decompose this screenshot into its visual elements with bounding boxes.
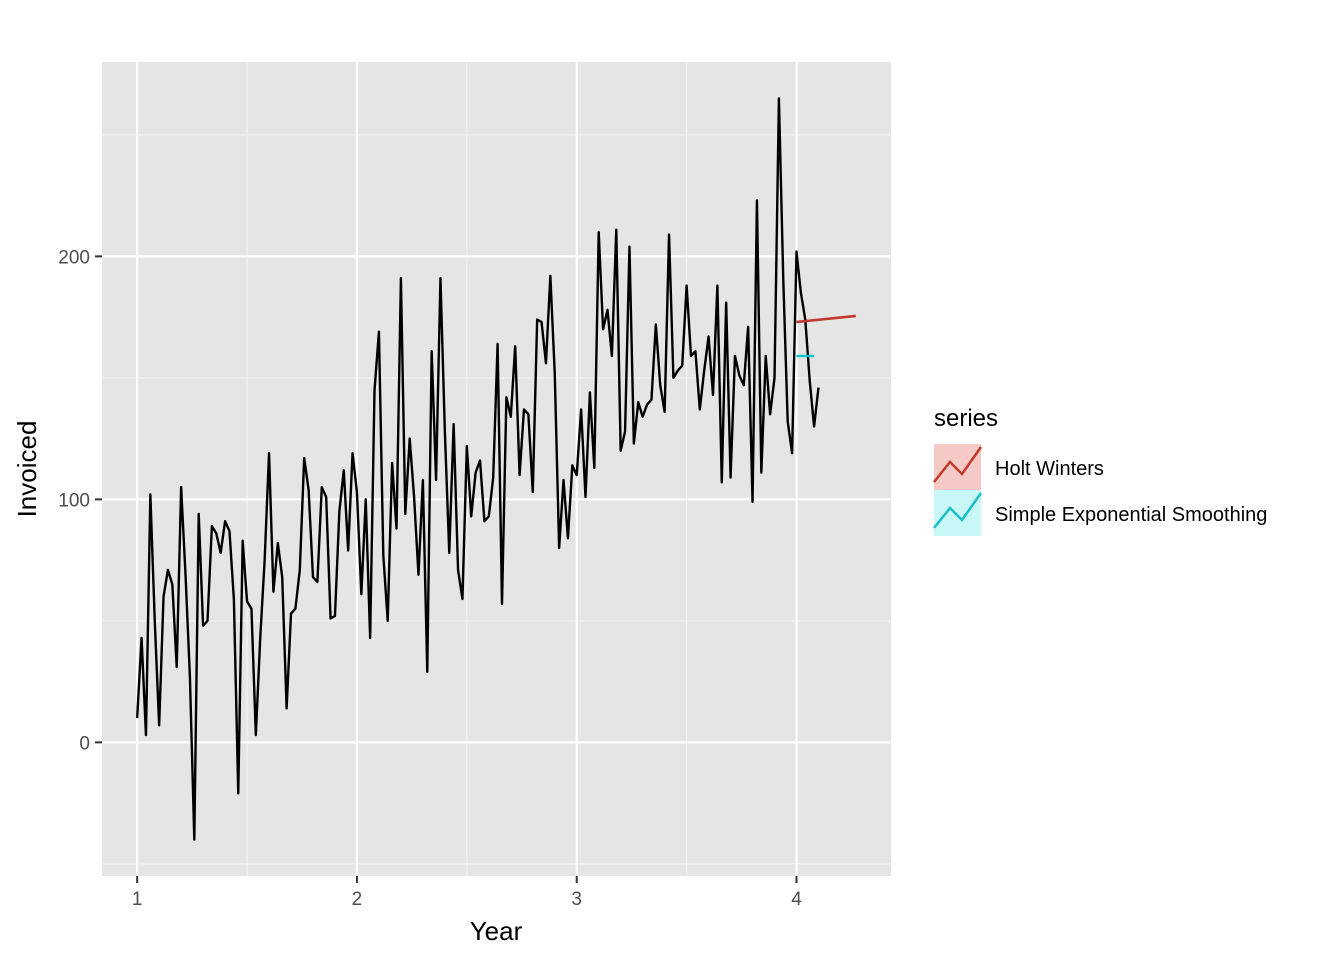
legend-key-holt-winters [934, 444, 981, 490]
series-line-holt-winters [796, 314, 856, 324]
x-tick-label: 4 [791, 889, 802, 910]
series-line-observed [135, 97, 820, 841]
x-axis-title: Year [470, 916, 523, 946]
y-tick-label: 200 [58, 247, 90, 268]
legend: series Holt Winters Simple Exponential S… [933, 405, 1267, 536]
y-tick-label: 100 [58, 490, 90, 511]
series-layer [135, 97, 856, 841]
y-axis-title: Invoiced [12, 421, 42, 518]
legend-label-simple-exponential-smoothing: Simple Exponential Smoothing [995, 504, 1267, 526]
legend-title: series [934, 405, 998, 432]
legend-item-holt-winters: Holt Winters [933, 444, 1104, 490]
legend-item-simple-exponential-smoothing: Simple Exponential Smoothing [933, 490, 1267, 536]
tick-labels: 1 2 3 4 0 100 200 [58, 247, 802, 910]
legend-line-simple-exponential-smoothing [933, 492, 983, 529]
legend-line-holt-winters [933, 446, 983, 483]
axis-ticks [95, 255, 798, 883]
legend-key-simple-exponential-smoothing [934, 490, 981, 536]
x-tick-label: 1 [132, 889, 143, 910]
y-tick-label: 0 [79, 733, 90, 754]
grid-major [102, 62, 891, 876]
x-tick-label: 3 [571, 889, 582, 910]
panel-background [102, 62, 891, 876]
x-tick-label: 2 [352, 889, 363, 910]
legend-label-holt-winters: Holt Winters [995, 458, 1104, 480]
